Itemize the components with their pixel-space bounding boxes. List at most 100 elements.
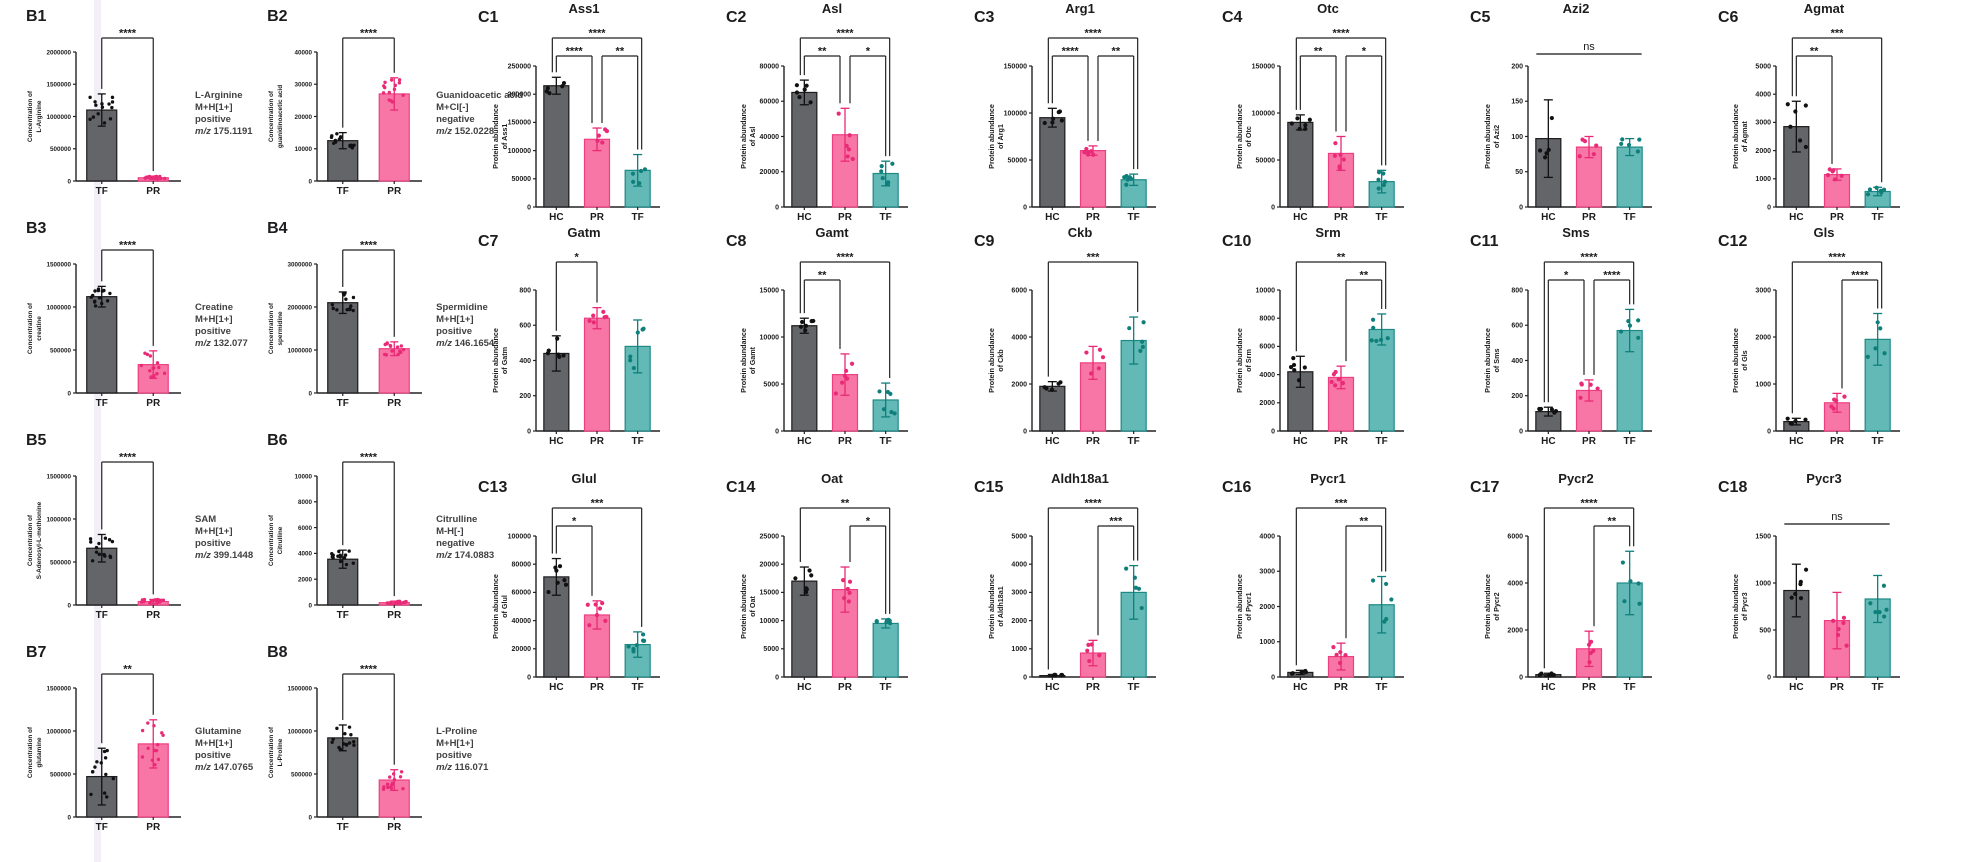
- panel-B5-body: 0 500000 1000000 1500000 Concentration of S-A…: [12, 450, 253, 622]
- chart-svg-C4: 0 50000 100000 150000 Protein abundance of Ot…: [1235, 28, 1404, 223]
- metabolite-note-B1: L-Arginine M+H[1+] positive m/z 175.1191: [195, 90, 253, 139]
- chart-title-C3: Arg1: [1065, 1, 1095, 16]
- svg-text:500000: 500000: [291, 771, 313, 778]
- svg-text:****: ****: [1603, 270, 1621, 282]
- chart-svg-C11: 0 200 400 600 800 Protein abundance of Sms HC PR…: [1483, 252, 1652, 447]
- svg-text:Protein abundance: Protein abundance: [491, 104, 500, 169]
- svg-text:PR: PR: [1830, 436, 1845, 447]
- svg-text:1000000: 1000000: [46, 114, 71, 121]
- panel-id-C8: C8: [726, 233, 747, 250]
- panel-id-C13: C13: [478, 479, 508, 496]
- chart-svg-C10: 0 2000 4000 6000 8000 10000 Protein abundance o…: [1235, 252, 1404, 447]
- chart-title-C5: Azi2: [1562, 1, 1590, 16]
- svg-text:Concentration of: Concentration of: [27, 302, 34, 354]
- svg-text:of Sms: of Sms: [1492, 349, 1501, 373]
- note-line: m/z 132.077: [195, 338, 248, 350]
- panel-C14-header: C14 Oat: [722, 470, 970, 496]
- svg-text:HC: HC: [1045, 212, 1059, 223]
- svg-text:200: 200: [519, 393, 531, 400]
- svg-text:40000: 40000: [295, 49, 313, 56]
- svg-text:PR: PR: [146, 186, 161, 197]
- svg-text:2000: 2000: [1755, 334, 1771, 341]
- panel-C5-header: C5 Azi2: [1466, 0, 1714, 26]
- svg-text:40000: 40000: [760, 134, 780, 141]
- svg-text:PR: PR: [838, 682, 853, 693]
- svg-text:Protein abundance: Protein abundance: [987, 574, 996, 639]
- svg-text:8000: 8000: [1259, 316, 1275, 323]
- chart-title-C2: Asl: [821, 1, 843, 16]
- panel-C16-header: C16 Pycr1: [1218, 470, 1466, 496]
- svg-text:**: **: [1360, 270, 1369, 282]
- svg-text:PR: PR: [1334, 212, 1349, 223]
- chart-title-C13: Glul: [571, 471, 597, 486]
- svg-text:of Azi2: of Azi2: [1492, 125, 1501, 148]
- svg-text:Protein abundance: Protein abundance: [1483, 104, 1492, 169]
- panel-C11-body: 0 200 400 600 800 Protein abundance of Sms HC PR…: [1466, 250, 1714, 453]
- panel-C14: C14 Oat 0 5000 10000 15000 20000 25000 Protein a…: [722, 470, 970, 699]
- panel-C3: C3 Arg1 0 50000 100000 150000 Protein abundanc…: [970, 0, 1218, 224]
- svg-text:5000: 5000: [763, 646, 779, 653]
- svg-text:500: 500: [1759, 627, 1771, 634]
- chart-title-C10: Srm: [1315, 225, 1341, 240]
- panel-B7-body: 0 500000 1000000 1500000 Concentration of glu…: [12, 662, 253, 834]
- svg-text:PR: PR: [590, 212, 605, 223]
- svg-text:0: 0: [309, 178, 313, 185]
- panel-B6-body: 0 2000 4000 6000 8000 10000 Concentration of Ci…: [253, 450, 523, 622]
- svg-text:TF: TF: [1872, 682, 1884, 693]
- panel-B2: B2 0 10000 20000 30000 40000 Concentration of g…: [253, 8, 523, 220]
- metabolite-note-B2: Guanidoacetic acid M+Cl[-] negative m/z 152…: [436, 90, 523, 139]
- svg-text:of Glul: of Glul: [500, 595, 509, 618]
- svg-text:TF: TF: [1376, 682, 1388, 693]
- svg-text:PR: PR: [1086, 212, 1101, 223]
- svg-text:50: 50: [1515, 169, 1523, 176]
- svg-text:of Pycr2: of Pycr2: [1492, 592, 1501, 620]
- svg-text:4000: 4000: [1507, 580, 1523, 587]
- svg-text:*: *: [572, 516, 577, 528]
- panel-id-B8: B8: [267, 644, 288, 661]
- svg-text:PR: PR: [146, 822, 161, 833]
- panel-C13: C13 Glul 0 20000 40000 60000 80000 100000 Protei…: [474, 470, 722, 699]
- svg-text:**: **: [123, 664, 132, 676]
- svg-text:HC: HC: [1293, 682, 1307, 693]
- svg-text:800: 800: [519, 287, 531, 294]
- panel-B4-header: B4: [253, 220, 523, 238]
- metabolite-note-B6: Citrulline M-H[-] negative m/z 174.0883: [436, 514, 494, 563]
- svg-text:****: ****: [588, 28, 606, 40]
- svg-text:glutamine: glutamine: [36, 737, 43, 768]
- svg-text:HC: HC: [797, 436, 811, 447]
- panel-C8: C8 Gamt 0 5000 10000 15000 Protein abundance of…: [722, 224, 970, 456]
- svg-text:500000: 500000: [50, 146, 72, 153]
- chart-svg-B3: 0 500000 1000000 1500000 Concentration of cre…: [27, 240, 181, 409]
- panel-C8-body: 0 5000 10000 15000 Protein abundance of Gamt H…: [722, 250, 970, 453]
- panel-C2-body: 0 20000 40000 60000 80000 Protein abundance of…: [722, 26, 970, 229]
- note-line: positive: [436, 326, 473, 338]
- svg-text:100000: 100000: [508, 533, 531, 540]
- panel-C11-header: C11 Sms: [1466, 224, 1714, 250]
- panel-id-B3: B3: [26, 220, 47, 237]
- svg-text:0: 0: [527, 204, 531, 211]
- svg-text:Protein abundance: Protein abundance: [1483, 328, 1492, 393]
- panel-C5-body: 0 50 100 150 200 Protein abundance of Azi2 HC PR…: [1466, 26, 1714, 229]
- note-line: m/z 152.0228: [436, 126, 495, 138]
- panel-C1-header: C1 Ass1: [474, 0, 722, 26]
- chart-svg-C5: 0 50 100 150 200 Protein abundance of Azi2 HC PR…: [1483, 41, 1652, 223]
- note-line: SAM: [195, 514, 217, 525]
- svg-text:150000: 150000: [1252, 63, 1275, 70]
- svg-text:TF: TF: [337, 822, 349, 833]
- svg-text:PR: PR: [1582, 212, 1597, 223]
- svg-text:60000: 60000: [512, 590, 532, 597]
- chart-svg-C16: 0 1000 2000 3000 4000 Protein abundance of Pyc…: [1235, 498, 1404, 693]
- panel-C3-body: 0 50000 100000 150000 Protein abundance of Ar…: [970, 26, 1218, 229]
- svg-text:10000: 10000: [295, 146, 313, 153]
- svg-text:****: ****: [360, 240, 378, 252]
- svg-text:of Pycr3: of Pycr3: [1740, 592, 1749, 620]
- chart-title-C17: Pycr2: [1558, 471, 1594, 486]
- svg-text:4000: 4000: [1011, 562, 1027, 569]
- svg-text:4000: 4000: [1259, 533, 1275, 540]
- svg-text:HC: HC: [1789, 682, 1803, 693]
- svg-text:TF: TF: [96, 186, 108, 197]
- panel-grid-C: C1 Ass1 0 50000 100000 150000 200000 250000 Prot…: [474, 0, 1962, 699]
- panel-B5: B5 0 500000 1000000 1500000 Concentration of S…: [12, 432, 253, 644]
- note-line: m/z 174.0883: [436, 550, 495, 562]
- note-line: m/z 399.1448: [195, 550, 254, 562]
